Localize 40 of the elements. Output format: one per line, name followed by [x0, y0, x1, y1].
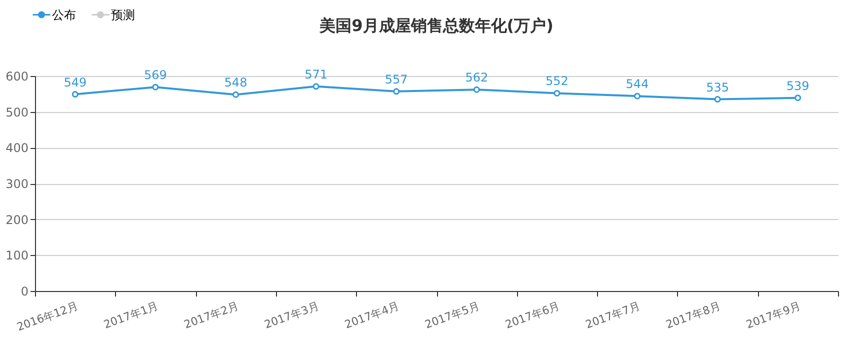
x-tick-label: 2017年4月	[342, 300, 401, 332]
y-tick-label: 300	[6, 177, 28, 191]
x-tick-label: 2017年7月	[584, 300, 642, 332]
x-tick-label: 2017年3月	[262, 300, 321, 332]
y-tick-label: 0	[20, 284, 28, 298]
legend-label: 公布	[52, 8, 76, 22]
x-tick-label: 2017年1月	[102, 300, 160, 332]
y-tick-label: 200	[6, 212, 28, 227]
point	[714, 96, 721, 103]
data-label: 557	[384, 72, 408, 86]
point	[312, 83, 320, 90]
x-tick-label: 2017年6月	[504, 300, 562, 332]
point	[393, 88, 400, 95]
data-label: 569	[144, 68, 167, 82]
data-label: 571	[304, 67, 328, 82]
point	[72, 91, 78, 98]
data-label: 535	[706, 80, 730, 94]
x-tick-label: 2017年5月	[423, 300, 482, 332]
point	[554, 90, 560, 96]
data-label: 548	[224, 76, 248, 90]
point	[473, 86, 480, 93]
data-label: 549	[64, 75, 87, 90]
data-label: 544	[626, 77, 649, 92]
x-tick-label: 2017年9月	[744, 300, 802, 332]
y-tick-label: 600	[6, 70, 28, 84]
point	[152, 84, 159, 90]
data-label: 562	[465, 70, 488, 85]
point	[634, 92, 640, 100]
y-tick-label: 100	[6, 248, 28, 263]
legend-label: 预测	[111, 8, 135, 22]
x-tick-label: 2017年2月	[182, 300, 240, 332]
data-label: 552	[545, 74, 568, 88]
y-tick-label: 400	[6, 141, 28, 156]
x-tick-label: 2016年12月	[15, 300, 80, 334]
x-tick-label: 2017年8月	[664, 300, 722, 332]
data-label: 539	[786, 78, 810, 93]
point	[232, 91, 239, 98]
point	[794, 94, 802, 102]
y-tick-label: 500	[6, 105, 28, 120]
chart-title: 美国9月成屋销售总数年化(万户)	[318, 16, 554, 35]
